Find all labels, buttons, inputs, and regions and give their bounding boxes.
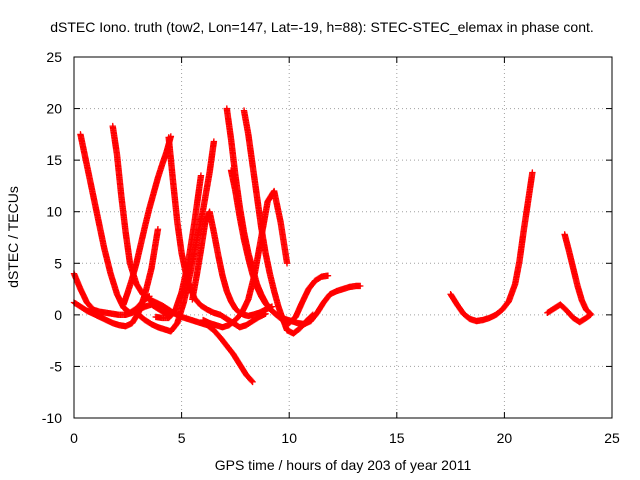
data-point [249,378,256,386]
data-point [587,310,594,318]
y-axis-label: dSTEC / TECUs [5,186,21,288]
data-series [199,187,291,331]
y-tick-label: 25 [46,49,62,65]
y-tick-label: 0 [54,307,62,323]
x-tick-label: 15 [389,430,405,446]
data-point [586,309,593,317]
data-point [154,226,162,233]
x-axis: 0 5 10 15 20 25 [70,57,620,446]
data-series [70,226,162,330]
data-series [447,169,536,325]
data-series [240,107,317,337]
data-point [357,282,364,290]
x-axis-label: GPS time / hours of day 203 of year 2011 [215,457,472,473]
data-point [197,172,205,179]
data-point [248,377,256,385]
x-tick-label: 20 [497,430,513,446]
data-series [77,131,153,316]
y-tick-label: -5 [50,358,63,374]
data-point [308,312,316,319]
y-tick-label: 5 [54,255,62,271]
y-tick-label: 20 [46,101,62,117]
data-series [189,208,276,320]
data-series [544,301,594,326]
data-series [152,172,205,322]
x-tick-label: 10 [281,430,297,446]
y-tick-label: 10 [46,204,62,220]
data-point [210,138,218,145]
data-point [529,169,536,176]
x-tick-label: 25 [604,430,620,446]
data-series [561,231,594,318]
y-tick-label: -10 [42,410,62,426]
chart-title: dSTEC Iono. truth (tow2, Lon=147, Lat=-1… [50,19,594,35]
data-point [324,272,332,279]
data-series [109,122,256,386]
data-point [309,311,317,319]
y-axis: -10 -5 0 5 10 15 20 25 [42,49,612,426]
grid-lines [74,57,612,418]
x-tick-label: 0 [70,430,78,446]
data-point [283,260,291,267]
data-series [120,133,175,308]
plot-frame [73,56,613,419]
data-markers [70,105,594,386]
x-tick-label: 5 [178,430,186,446]
y-tick-label: 15 [46,152,62,168]
